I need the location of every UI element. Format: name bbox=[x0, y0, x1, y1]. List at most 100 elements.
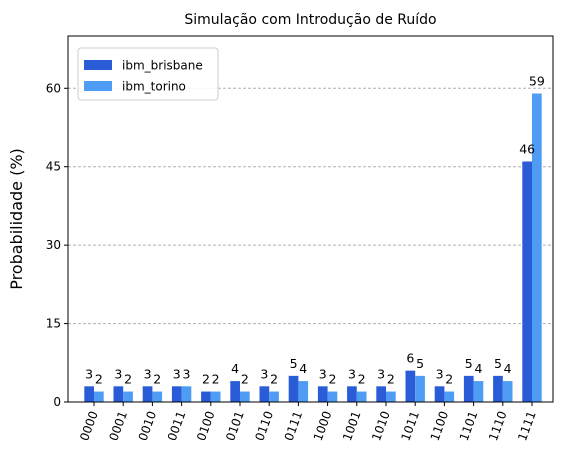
x-tick-label: 1101 bbox=[457, 409, 481, 442]
bar-ibm_torino-1000 bbox=[327, 391, 338, 402]
y-tick-label: 45 bbox=[46, 160, 61, 174]
bar-ibm_torino-0001 bbox=[123, 391, 133, 402]
value-label-ibm_brisbane-1100: 3 bbox=[436, 366, 444, 381]
value-label-ibm_brisbane-1011: 6 bbox=[406, 351, 414, 366]
bar-ibm_brisbane-0011 bbox=[171, 386, 182, 402]
bar-ibm_torino-0011 bbox=[181, 386, 192, 402]
bars bbox=[84, 93, 542, 402]
y-tick-label: 15 bbox=[46, 317, 61, 331]
x-tick-label: 1000 bbox=[311, 409, 335, 442]
bar-ibm_brisbane-1001 bbox=[347, 386, 357, 402]
grid-lines bbox=[68, 87, 553, 325]
value-label-ibm_torino-0010: 2 bbox=[153, 372, 161, 387]
plot-frame bbox=[67, 35, 554, 403]
bar-ibm_torino-1011 bbox=[415, 375, 425, 402]
value-label-ibm_brisbane-0000: 3 bbox=[85, 366, 93, 381]
x-tick-label: 1110 bbox=[486, 409, 510, 442]
value-label-ibm_brisbane-1010: 3 bbox=[377, 366, 385, 381]
bar-ibm_torino-1111 bbox=[532, 93, 542, 402]
x-tick-label: 0010 bbox=[136, 409, 160, 442]
value-label-ibm_brisbane-1110: 5 bbox=[494, 356, 502, 371]
bar-ibm_brisbane-0100 bbox=[201, 391, 211, 402]
bar-ibm_brisbane-0111 bbox=[288, 375, 299, 402]
bar-ibm_brisbane-1101 bbox=[463, 375, 474, 402]
chart-title: Simulação com Introdução de Ruído bbox=[184, 12, 436, 28]
value-label-ibm_brisbane-0110: 3 bbox=[260, 366, 268, 381]
bar-ibm_brisbane-0110 bbox=[259, 386, 270, 402]
x-tick-label: 0001 bbox=[106, 409, 130, 442]
y-tick-label: 0 bbox=[53, 395, 61, 409]
bar-ibm_brisbane-1011 bbox=[405, 370, 416, 402]
bar-ibm_brisbane-0000 bbox=[84, 386, 94, 402]
legend-label-ibm_brisbane: ibm_brisbane bbox=[122, 59, 203, 73]
value-label-ibm_torino-0001: 2 bbox=[124, 372, 132, 387]
bar-ibm_torino-0100 bbox=[210, 391, 221, 402]
bar-ibm_brisbane-1010 bbox=[376, 386, 386, 402]
x-tick-label: 0101 bbox=[223, 409, 247, 442]
bar-ibm_torino-1100 bbox=[444, 391, 455, 402]
value-label-ibm_brisbane-0010: 3 bbox=[144, 366, 152, 381]
value-label-ibm_torino-0000: 2 bbox=[95, 372, 103, 387]
x-tick-label: 0000 bbox=[77, 409, 101, 442]
x-tick-label: 0100 bbox=[194, 409, 218, 442]
value-label-ibm_brisbane-1101: 5 bbox=[465, 356, 473, 371]
value-label-ibm_torino-1110: 4 bbox=[504, 361, 512, 376]
value-label-ibm_torino-1011: 5 bbox=[416, 356, 424, 371]
bar-ibm_brisbane-1111 bbox=[522, 161, 532, 402]
bar-ibm_torino-0101 bbox=[240, 391, 250, 402]
value-label-ibm_torino-1000: 2 bbox=[328, 372, 336, 387]
value-label-ibm_brisbane-0100: 2 bbox=[202, 372, 210, 387]
bar-ibm_brisbane-1000 bbox=[317, 386, 328, 402]
bar-ibm_torino-0000 bbox=[94, 391, 104, 402]
bar-ibm_brisbane-0001 bbox=[113, 386, 124, 402]
bar-ibm_torino-0010 bbox=[152, 391, 163, 402]
value-label-ibm_torino-0111: 4 bbox=[299, 361, 307, 376]
y-axis-ticks: 0 15 30 45 60 bbox=[46, 81, 68, 409]
x-tick-label: 0111 bbox=[282, 409, 306, 442]
bar-ibm_torino-0110 bbox=[269, 391, 279, 402]
value-label-ibm_torino-0100: 2 bbox=[212, 372, 220, 387]
bar-ibm_torino-1110 bbox=[502, 381, 513, 402]
value-label-ibm_torino-1010: 2 bbox=[387, 372, 395, 387]
x-tick-label: 1100 bbox=[428, 409, 452, 442]
value-label-ibm_torino-1100: 2 bbox=[445, 372, 453, 387]
legend: ibm_brisbane ibm_torino bbox=[77, 47, 219, 101]
bar-ibm_brisbane-1110 bbox=[493, 375, 503, 402]
bar-ibm_torino-1101 bbox=[473, 381, 484, 402]
value-label-ibm_brisbane-0001: 3 bbox=[114, 366, 122, 381]
bar-ibm_torino-1001 bbox=[356, 391, 367, 402]
value-label-ibm_torino-1111: 59 bbox=[529, 74, 545, 89]
bar-ibm_brisbane-1100 bbox=[434, 386, 445, 402]
x-axis-ticks: 0000 0001 0010 0011 0100 0101 0110 0111 1000 1001… bbox=[77, 402, 539, 443]
value-label-ibm_torino-1101: 4 bbox=[474, 361, 482, 376]
y-tick-label: 30 bbox=[46, 238, 61, 252]
y-tick-label: 60 bbox=[46, 81, 61, 95]
value-label-ibm_brisbane-1111: 46 bbox=[519, 141, 535, 156]
bar-ibm_brisbane-0010 bbox=[142, 386, 153, 402]
y-axis-label: Probabilidade (%) bbox=[7, 148, 26, 290]
value-label-ibm_torino-1001: 2 bbox=[358, 372, 366, 387]
value-label-ibm_brisbane-0111: 5 bbox=[290, 356, 298, 371]
x-tick-label: 0011 bbox=[165, 409, 189, 442]
x-tick-label: 1111 bbox=[515, 409, 539, 442]
legend-swatch-ibm_brisbane bbox=[84, 60, 112, 70]
value-label-ibm_torino-0110: 2 bbox=[270, 372, 278, 387]
bar-ibm_brisbane-0101 bbox=[230, 381, 240, 402]
x-tick-label: 1001 bbox=[340, 409, 364, 442]
legend-box bbox=[77, 47, 219, 101]
x-tick-label: 0110 bbox=[252, 409, 276, 442]
legend-label-ibm_torino: ibm_torino bbox=[122, 80, 186, 94]
x-tick-label: 1010 bbox=[369, 409, 393, 442]
bar-ibm_torino-0111 bbox=[298, 381, 309, 402]
value-label-ibm_brisbane-0101: 4 bbox=[231, 361, 239, 376]
value-label-ibm_brisbane-1001: 3 bbox=[348, 366, 356, 381]
value-label-ibm_brisbane-0011: 3 bbox=[173, 366, 181, 381]
legend-swatch-ibm_torino bbox=[84, 81, 112, 91]
bar-ibm_torino-1010 bbox=[386, 391, 396, 402]
x-tick-label: 1011 bbox=[398, 409, 422, 442]
value-label-ibm_torino-0101: 2 bbox=[241, 372, 249, 387]
value-label-ibm_torino-0011: 3 bbox=[182, 366, 190, 381]
value-label-ibm_brisbane-1000: 3 bbox=[319, 366, 327, 381]
